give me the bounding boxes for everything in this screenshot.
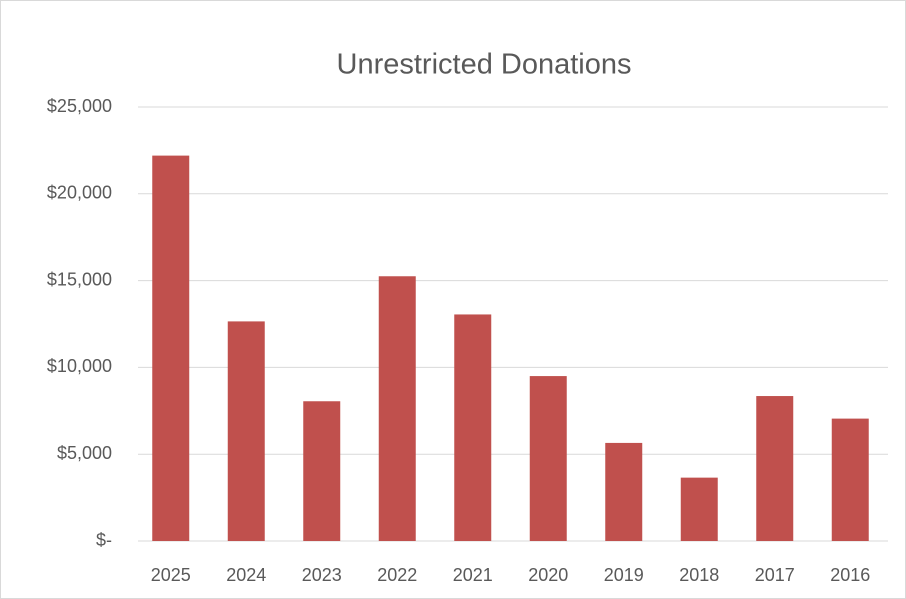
x-tick-label: 2022 <box>377 565 417 585</box>
x-tick-label: 2017 <box>755 565 795 585</box>
x-tick-label: 2020 <box>528 565 568 585</box>
y-tick-label: $- <box>96 530 112 550</box>
x-tick-label: 2019 <box>604 565 644 585</box>
x-tick-label: 2018 <box>679 565 719 585</box>
x-tick-label: 2021 <box>453 565 493 585</box>
bar <box>378 276 416 541</box>
bar <box>605 442 643 541</box>
bar <box>529 376 567 541</box>
y-tick-label: $25,000 <box>47 96 112 116</box>
x-tick-label: 2023 <box>302 565 342 585</box>
y-tick-label: $10,000 <box>47 356 112 376</box>
bar <box>831 418 869 541</box>
bar <box>303 401 341 541</box>
bar <box>227 321 265 541</box>
bar <box>152 155 190 541</box>
x-tick-label: 2024 <box>226 565 266 585</box>
bar <box>756 396 794 541</box>
x-tick-label: 2016 <box>830 565 870 585</box>
x-tick-label: 2025 <box>151 565 191 585</box>
bar <box>454 314 492 541</box>
y-tick-label: $5,000 <box>57 443 112 463</box>
bar <box>680 477 718 541</box>
chart-title: Unrestricted Donations <box>337 49 632 81</box>
y-tick-label: $15,000 <box>47 269 112 289</box>
y-tick-label: $20,000 <box>47 183 112 203</box>
